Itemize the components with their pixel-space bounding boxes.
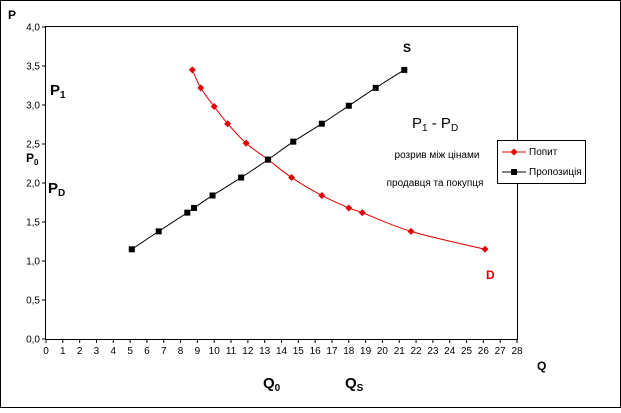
y-axis-label: P [8, 8, 16, 22]
x-tick-label: 17 [326, 346, 338, 357]
x-tick-label: 21 [394, 346, 406, 357]
y-tick-label: 3,5 [26, 62, 40, 73]
x-tick-label: 10 [209, 346, 221, 357]
y-tick-label: 0,5 [26, 296, 40, 307]
legend: Попит Пропозиція [497, 140, 586, 184]
x-tick-label: 24 [444, 346, 456, 357]
quantity-q0-label: Q0 [263, 375, 281, 394]
series-layer [128, 66, 489, 253]
demand-curve-label: D [486, 268, 495, 282]
x-tick-label: 15 [293, 346, 305, 357]
x-tick-label: 27 [495, 346, 507, 357]
x-tick-label: 11 [226, 346, 237, 357]
data-point-demand [210, 103, 218, 111]
data-point-supply [155, 228, 162, 235]
x-tick-label: 19 [360, 346, 372, 357]
legend-label-supply: Пропозиція [529, 167, 582, 178]
x-tick-label: 2 [77, 346, 83, 357]
x-tick-label: 5 [127, 346, 133, 357]
data-point-supply [318, 120, 325, 127]
y-tick-label: 3,0 [26, 101, 40, 112]
y-tick-label: 1,5 [26, 218, 40, 229]
data-point-supply [184, 209, 191, 216]
x-tick-label: 6 [144, 346, 150, 357]
data-point-demand [345, 204, 353, 212]
x-tick-label: 8 [178, 346, 184, 357]
x-tick-label: 14 [276, 346, 288, 357]
data-point-supply [290, 138, 297, 145]
data-point-demand [242, 139, 250, 147]
data-point-demand [481, 245, 489, 253]
price-gap-caption-line1: розрив між цінами [395, 150, 480, 161]
data-point-demand [407, 227, 415, 235]
data-point-demand [318, 191, 326, 199]
data-point-demand [188, 66, 196, 74]
price-p0-label: P0 [26, 151, 39, 167]
x-tick-label: 28 [511, 346, 523, 357]
data-point-supply [209, 192, 216, 199]
x-axis-ticks: 0 1 2 3 4 5 6 7 8 9 10 11 12 13 14 15 16 17 18 19 20 21 22 23 24… [43, 339, 523, 357]
legend-marker-supply [511, 169, 517, 175]
data-point-supply [191, 204, 198, 211]
x-tick-label: 9 [195, 346, 201, 357]
price-p1-label: P1 [50, 82, 66, 101]
price-gap-formula: P1 - PD [412, 115, 458, 134]
x-tick-label: 7 [161, 346, 167, 357]
data-point-supply [401, 66, 408, 73]
x-tick-label: 3 [94, 346, 100, 357]
legend-label-demand: Попит [529, 147, 558, 158]
y-tick-label: 1,0 [26, 257, 40, 268]
x-axis-label: Q [537, 359, 546, 373]
supply-curve-label: S [403, 41, 411, 55]
data-point-demand [224, 120, 232, 128]
x-tick-label: 13 [259, 346, 271, 357]
price-pd-label: PD [48, 180, 65, 199]
y-tick-label: 4,0 [26, 23, 40, 34]
y-tick-label: 2,0 [26, 179, 40, 190]
y-axis-ticks: 0,0 0,5 1,0 1,5 2,0 2,5 3,0 3,5 4,0 [26, 23, 46, 346]
y-tick-label: 0,0 [26, 335, 40, 346]
x-tick-label: 4 [111, 346, 117, 357]
price-gap-caption-line2: продавця та покупця [387, 178, 484, 189]
x-tick-label: 0 [43, 346, 49, 357]
data-point-supply [128, 246, 135, 253]
data-point-demand [197, 84, 205, 92]
x-tick-label: 22 [411, 346, 423, 357]
y-tick-label: 2,5 [26, 140, 40, 151]
quantity-qs-label: QS [345, 375, 364, 394]
data-point-demand [358, 209, 366, 217]
data-point-supply [265, 156, 272, 163]
legend-box [497, 140, 586, 184]
plot-area [45, 26, 518, 340]
legend-marker-demand [510, 148, 518, 156]
data-point-supply [238, 174, 245, 181]
x-tick-label: 18 [343, 346, 355, 357]
data-point-supply [372, 84, 379, 91]
data-point-supply [345, 102, 352, 109]
x-tick-label: 26 [478, 346, 490, 357]
x-tick-label: 1 [60, 346, 66, 357]
x-tick-label: 25 [461, 346, 473, 357]
x-tick-label: 23 [427, 346, 439, 357]
data-point-demand [288, 174, 296, 182]
x-tick-label: 16 [310, 346, 322, 357]
x-tick-label: 12 [242, 346, 254, 357]
x-tick-label: 20 [377, 346, 389, 357]
